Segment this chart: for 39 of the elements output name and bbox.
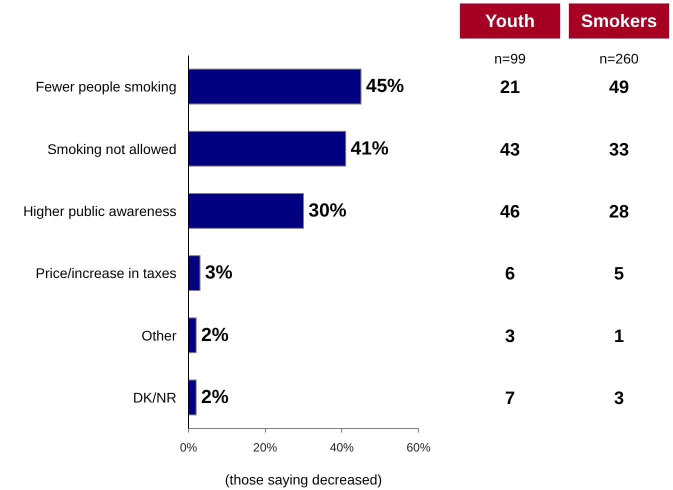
bar bbox=[188, 130, 346, 167]
y-tick-label: Other bbox=[141, 327, 177, 344]
y-tick-label: DK/NR bbox=[132, 389, 177, 406]
annotation: n=260 bbox=[599, 50, 639, 66]
data-label: 2% bbox=[201, 386, 229, 408]
bar bbox=[188, 193, 304, 229]
data-label: 49 bbox=[608, 77, 630, 98]
x-axis-title: (those saying decreased) bbox=[224, 472, 382, 488]
data-label: 5 bbox=[614, 264, 624, 284]
data-label: 46 bbox=[500, 201, 520, 222]
y-tick-label: Smoking not allowed bbox=[47, 140, 176, 157]
y-tick-label: Price/increase in taxes bbox=[36, 265, 177, 282]
data-label: 28 bbox=[608, 201, 630, 222]
x-tick-label: Smokers bbox=[580, 11, 658, 31]
data-label: 43 bbox=[500, 139, 520, 160]
data-label: 45% bbox=[366, 76, 404, 98]
bar bbox=[188, 68, 362, 104]
bar bbox=[188, 255, 200, 291]
data-label: 6 bbox=[504, 264, 516, 284]
data-label: 2% bbox=[201, 324, 229, 346]
x-tick-label: 0% bbox=[180, 440, 198, 454]
bar bbox=[188, 317, 197, 354]
data-label: 7 bbox=[504, 388, 516, 408]
x-tick-label: 20% bbox=[253, 440, 278, 454]
data-label: 3 bbox=[504, 326, 516, 346]
data-label: 41% bbox=[350, 138, 389, 160]
x-tick-label: 60% bbox=[406, 440, 431, 454]
y-tick-label: Fewer people smoking bbox=[36, 78, 177, 95]
data-label: 3% bbox=[205, 262, 233, 284]
bar bbox=[188, 380, 197, 416]
data-label: 33 bbox=[608, 139, 630, 160]
x-tick-label: Youth bbox=[485, 11, 535, 31]
data-label: 21 bbox=[500, 77, 520, 98]
y-tick-label: Higher public awareness bbox=[23, 202, 177, 219]
data-label: 3 bbox=[614, 388, 624, 408]
data-label: 1 bbox=[614, 326, 624, 346]
data-label: 30% bbox=[308, 200, 347, 222]
annotation: n=99 bbox=[494, 50, 526, 66]
x-tick-label: 40% bbox=[330, 440, 354, 454]
